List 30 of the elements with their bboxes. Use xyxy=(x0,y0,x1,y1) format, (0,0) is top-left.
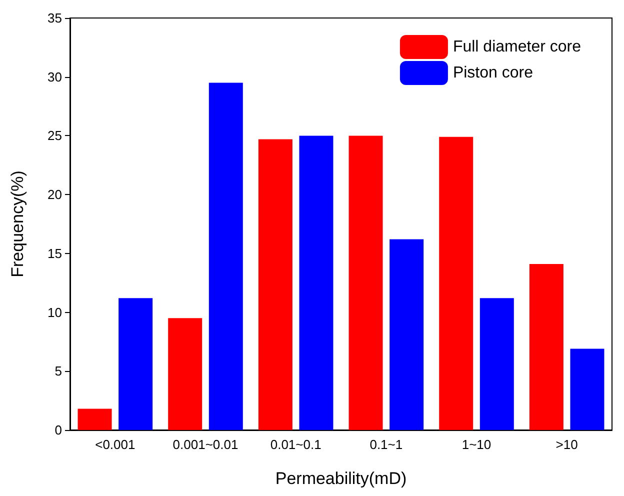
bar xyxy=(570,348,604,430)
bar xyxy=(439,136,474,430)
y-tick-label: 10 xyxy=(48,304,62,320)
x-tick-label: 1~10 xyxy=(462,437,492,452)
y-tick-label: 30 xyxy=(48,69,62,84)
legend-label: Piston core xyxy=(452,64,534,82)
y-tick-label: 15 xyxy=(48,246,62,261)
y-tick-label: 35 xyxy=(48,10,62,26)
bar xyxy=(299,136,334,430)
bar xyxy=(480,298,514,430)
x-axis-title: Permeability(mD) xyxy=(275,469,407,488)
bar xyxy=(78,408,112,430)
bar xyxy=(168,318,202,430)
legend-label: Full diameter core xyxy=(452,38,582,56)
y-axis-title: Frequency(%) xyxy=(8,170,27,278)
x-tick-label: 0.1~1 xyxy=(370,437,403,452)
y-tick-label: 0 xyxy=(54,422,62,438)
x-tick-label: <0.001 xyxy=(95,437,136,452)
y-tick-label: 5 xyxy=(54,364,62,379)
y-tick-label: 25 xyxy=(48,128,62,144)
x-tick-label: 0.01~0.1 xyxy=(270,437,322,452)
bar xyxy=(208,82,243,430)
x-tick-label: >10 xyxy=(556,437,578,452)
bar xyxy=(390,239,424,430)
bar xyxy=(118,298,153,430)
y-tick-label: 20 xyxy=(48,187,62,202)
x-tick-label: 0.001~0.01 xyxy=(172,437,238,452)
bar xyxy=(348,136,383,430)
bar xyxy=(258,139,292,430)
bar xyxy=(529,264,564,430)
